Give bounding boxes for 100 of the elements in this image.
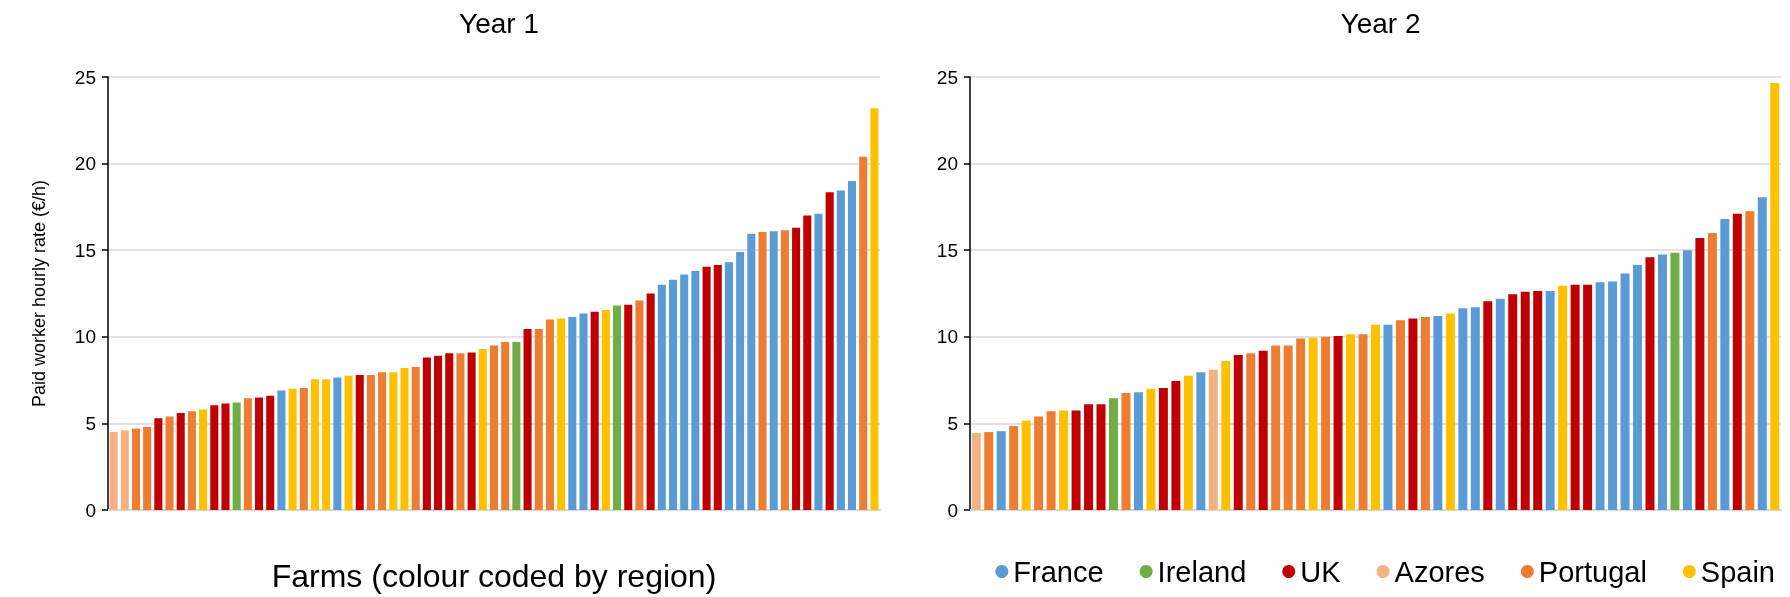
bar <box>792 227 801 510</box>
bar <box>422 357 431 510</box>
bar <box>1745 211 1755 510</box>
bar <box>1296 338 1306 510</box>
bar <box>724 262 733 510</box>
bar <box>635 300 644 510</box>
bar <box>1682 250 1692 510</box>
bar <box>1171 380 1181 510</box>
bar <box>1371 324 1380 510</box>
bar <box>478 348 487 510</box>
y-tick-label: 0 <box>947 499 958 521</box>
bar <box>646 293 655 510</box>
bar <box>1495 298 1505 510</box>
bar <box>1445 313 1455 510</box>
bar <box>702 266 711 510</box>
legend-label: Portugal <box>1538 555 1647 588</box>
bar <box>590 311 599 510</box>
bar <box>984 432 994 510</box>
chart-title: Year 1 <box>459 7 539 39</box>
bar <box>355 374 364 510</box>
y-tick-label: 5 <box>85 412 96 434</box>
bar <box>1308 337 1318 510</box>
bar <box>277 390 286 510</box>
bar <box>434 355 443 510</box>
bar <box>1420 316 1430 510</box>
bar <box>534 329 543 510</box>
bar <box>1208 369 1218 510</box>
bar <box>299 387 308 510</box>
bar <box>1633 264 1643 510</box>
bar <box>456 353 465 510</box>
bar <box>154 418 163 510</box>
bar <box>1608 281 1618 510</box>
bar <box>557 318 566 510</box>
bar <box>232 402 241 510</box>
bar <box>1620 273 1630 510</box>
bar <box>489 345 499 510</box>
bar <box>1021 420 1031 510</box>
bar <box>523 329 532 510</box>
bar <box>568 316 577 510</box>
bar <box>120 430 129 510</box>
bar <box>747 233 756 510</box>
y-tick-label: 0 <box>85 499 96 521</box>
legend-label: UK <box>1300 555 1342 588</box>
bar <box>1383 324 1393 510</box>
x-axis-title: Farms (colour coded by region) <box>271 558 717 594</box>
bar <box>143 426 152 510</box>
bar <box>1595 282 1605 510</box>
bar <box>1508 294 1518 510</box>
bar <box>512 342 521 510</box>
bar <box>165 416 174 510</box>
bar <box>210 405 219 510</box>
bar <box>758 232 767 510</box>
y-tick-label: 10 <box>74 326 96 348</box>
bar <box>131 428 140 510</box>
bar <box>1583 284 1593 510</box>
bar <box>1146 388 1156 510</box>
bar <box>836 190 845 510</box>
bar <box>445 353 454 510</box>
bar <box>996 431 1006 510</box>
bar <box>199 409 208 510</box>
bar <box>713 264 722 510</box>
y-tick-label: 20 <box>936 153 958 175</box>
bar <box>221 403 230 510</box>
bar <box>579 313 588 510</box>
bar <box>333 377 342 510</box>
bar <box>501 342 510 510</box>
bar <box>736 251 745 510</box>
bar <box>668 279 678 510</box>
bar <box>1059 410 1069 510</box>
bar <box>1196 372 1206 510</box>
bar <box>545 319 554 510</box>
bar <box>680 274 689 510</box>
bar <box>814 213 823 510</box>
bar <box>1483 301 1493 510</box>
bar <box>1246 353 1256 510</box>
y-tick-label: 25 <box>936 66 958 88</box>
y-tick-label: 25 <box>74 66 96 88</box>
bar <box>601 309 610 510</box>
y-tick-label: 20 <box>74 153 96 175</box>
bar <box>467 352 476 510</box>
bar <box>1346 334 1356 510</box>
bar <box>1695 238 1705 510</box>
bar <box>389 372 398 510</box>
y-axis-title: Paid worker hourly rate (€/h) <box>29 179 49 408</box>
bar <box>1558 285 1568 510</box>
bar <box>1233 354 1243 510</box>
bar <box>657 284 666 510</box>
bar <box>1221 361 1231 510</box>
bar <box>691 270 700 510</box>
bar <box>322 379 331 510</box>
bar <box>1283 345 1293 510</box>
bar <box>1770 83 1780 510</box>
bar <box>1034 416 1044 510</box>
bar <box>1458 308 1468 510</box>
bar <box>1084 404 1094 510</box>
bar <box>1258 350 1268 510</box>
bar <box>825 192 834 510</box>
legend-label: France <box>1013 555 1104 588</box>
legend-label: Azores <box>1394 555 1485 588</box>
bar <box>1046 411 1056 510</box>
